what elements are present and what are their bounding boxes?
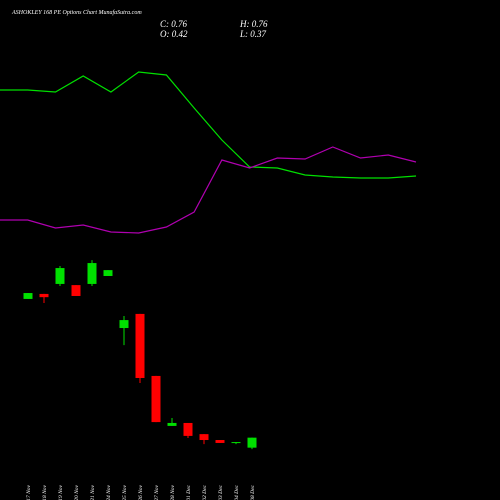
candle-body	[103, 270, 113, 276]
candle-body	[87, 263, 97, 284]
candle-body	[71, 285, 81, 296]
candle-body	[39, 293, 49, 298]
x-tick-label: 21 Nov	[90, 484, 96, 500]
x-tick-label: 26 Nov	[138, 484, 144, 500]
x-tick-label: 24 Nov	[105, 484, 112, 500]
x-tick-label: 08 Dec	[250, 484, 256, 500]
x-tick-label: 18 Nov	[42, 484, 48, 500]
candle-body	[151, 375, 161, 423]
x-tick-label: 17 Nov	[26, 484, 32, 500]
ohlc-label: O: 0.42	[160, 29, 188, 39]
chart-title: ASHOKLEY 168 PE Options Chart MunafaSutr…	[11, 9, 142, 16]
candle-body	[199, 434, 209, 441]
x-tick-label: 02 Dec	[202, 484, 208, 500]
ohlc-label: C: 0.76	[160, 19, 188, 29]
x-tick-label: 04 Dec	[233, 484, 240, 500]
candle-body	[247, 437, 257, 448]
candle-body	[23, 293, 33, 299]
x-tick-label: 28 Nov	[170, 484, 176, 500]
x-tick-label: 19 Nov	[58, 484, 64, 500]
x-tick-label: 01 Dec	[186, 484, 192, 500]
x-tick-label: 20 Nov	[74, 484, 80, 500]
x-tick-label: 03 Dec	[218, 484, 224, 500]
candle-body	[183, 422, 193, 436]
ohlc-label: H: 0.76	[239, 19, 268, 29]
indicator-line	[0, 146, 417, 234]
candle-body	[135, 313, 145, 378]
x-tick-label: 25 Nov	[122, 484, 128, 500]
ohlc-label: L: 0.37	[239, 29, 267, 39]
candle-body	[167, 422, 177, 426]
candle-body	[231, 442, 241, 444]
candle-body	[215, 440, 225, 443]
candle-body	[119, 320, 129, 329]
x-tick-label: 27 Nov	[154, 484, 160, 500]
indicator-line	[0, 71, 417, 179]
candle-body	[55, 268, 65, 284]
